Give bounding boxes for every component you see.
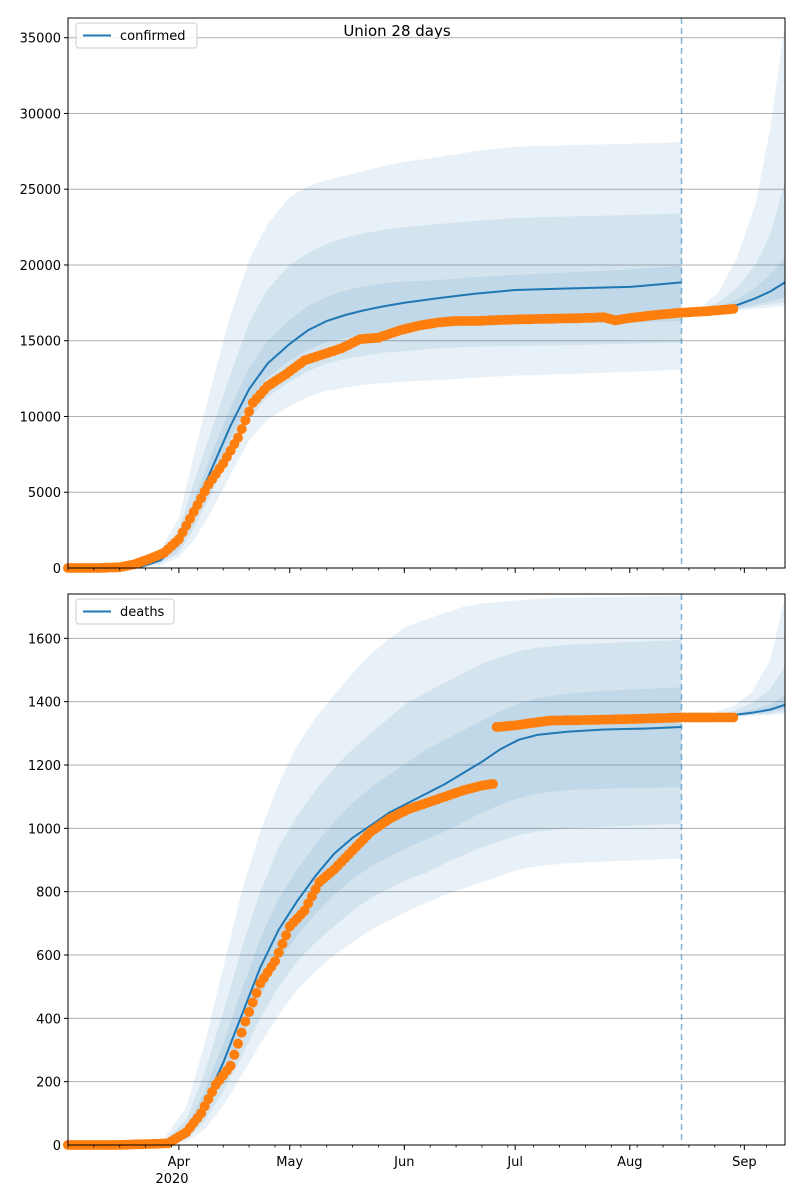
y-tick-label: 200: [36, 1076, 61, 1091]
axes-frame: [67, 17, 786, 569]
legend: deaths: [75, 598, 175, 625]
band-95: [681, 22, 785, 313]
band-80: [681, 666, 785, 718]
y-tick-label: 1200: [28, 759, 61, 774]
observed-point: [236, 424, 247, 434]
x-tick-label: May: [276, 1155, 303, 1170]
legend-label: deaths: [120, 605, 165, 620]
y-tick-label: 0: [53, 562, 61, 577]
y-tick-label: 1000: [28, 822, 61, 837]
y-tick-label: 1600: [28, 632, 61, 647]
deaths-panel: 0 200 400 600 800 1000 1200 1400 1600 Apr May Jun Ju…: [28, 593, 786, 1170]
observed-point: [277, 938, 288, 949]
y-tick-label: 0: [53, 1139, 61, 1154]
observed-point: [488, 779, 498, 789]
observed-point: [244, 406, 255, 417]
axes-frame: [67, 593, 786, 1146]
observed-point: [281, 930, 292, 941]
x-tick-label: Sep: [732, 1155, 757, 1170]
y-tick-label: 800: [36, 886, 61, 901]
observed-point: [240, 1016, 251, 1027]
legend: confirmed: [75, 22, 198, 49]
band-80: [681, 181, 785, 313]
band-50: [681, 257, 785, 313]
observed-point: [240, 415, 251, 426]
observed-point: [247, 997, 258, 1008]
x-year-label: 2020: [155, 1172, 188, 1187]
y-tick-label: 20000: [20, 259, 61, 274]
x-tick-label: Apr: [168, 1155, 191, 1170]
x-tick-label: Jun: [393, 1155, 414, 1170]
observed-point: [229, 1049, 240, 1060]
band-50: [68, 687, 682, 1145]
legend-box: [75, 598, 175, 625]
x-tick-label: Jul: [506, 1155, 523, 1170]
y-tick-label: 15000: [20, 335, 61, 350]
observed-point: [728, 712, 739, 723]
y-tick-label: 400: [36, 1012, 61, 1027]
figure-suptitle: Union 28 days: [343, 22, 451, 40]
observed-point: [273, 947, 284, 958]
observed-point: [236, 1027, 247, 1038]
y-tick-label: 35000: [20, 32, 61, 47]
band-80: [68, 213, 682, 568]
confirmed-panel: 0 5000 10000 15000 20000 25000 30000 35000 confi…: [20, 17, 786, 577]
band-80: [68, 639, 682, 1145]
x-tick-label: Aug: [617, 1155, 642, 1170]
observed-point: [233, 432, 243, 443]
band-95: [68, 595, 682, 1145]
y-tick-label: 30000: [20, 107, 61, 122]
observed-point: [728, 303, 739, 314]
observed-point: [225, 1060, 236, 1071]
observed-point: [251, 988, 262, 998]
y-tick-label: 5000: [28, 486, 61, 501]
y-tick-label: 25000: [20, 183, 61, 198]
legend-label: confirmed: [120, 29, 186, 44]
y-tick-label: 10000: [20, 410, 61, 425]
band-50: [68, 265, 682, 568]
band-95: [681, 597, 785, 718]
observed-point: [233, 1038, 243, 1049]
legend-box: [75, 22, 198, 49]
observed-point: [244, 1007, 255, 1017]
y-tick-label: 1400: [28, 696, 61, 711]
observed-point: [270, 956, 280, 967]
y-tick-label: 600: [36, 949, 61, 964]
